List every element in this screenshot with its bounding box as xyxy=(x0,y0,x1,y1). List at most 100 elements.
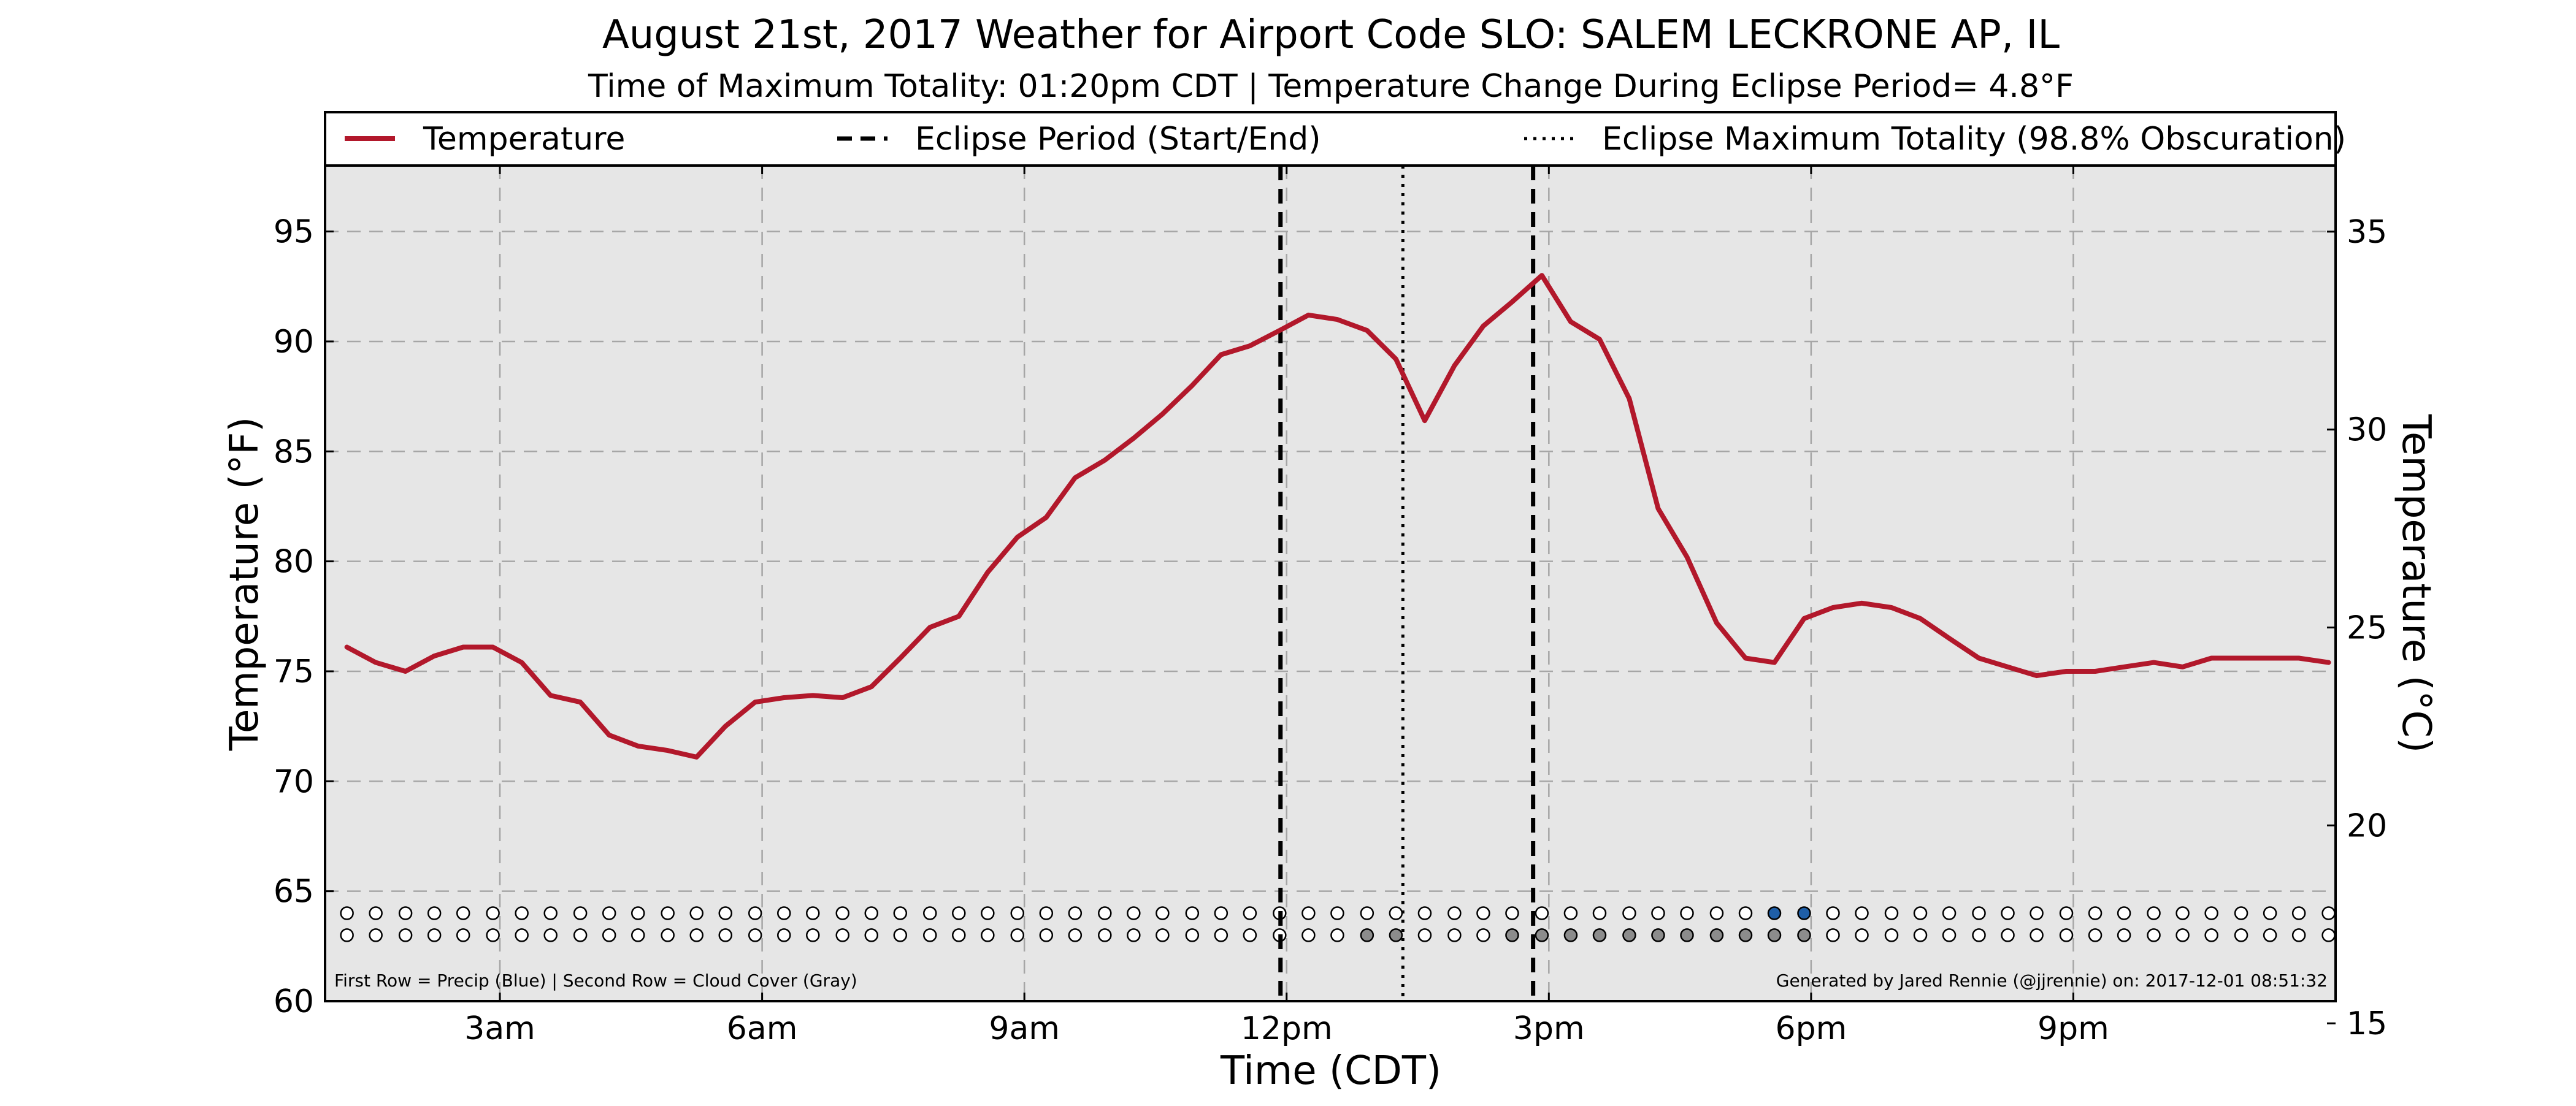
precip-dot xyxy=(340,906,354,920)
precip-dot xyxy=(1680,906,1694,920)
x-axis-label: Time (CDT) xyxy=(1220,1048,1441,1094)
cloud-cover-dot xyxy=(2204,928,2218,942)
precip-dot xyxy=(1098,906,1112,920)
y-tick-label: 95 xyxy=(274,214,314,251)
precip-dot xyxy=(1330,906,1344,920)
precip-dot xyxy=(661,906,675,920)
axis-tick-labels: 3am 6am 9am 12pm 3pm 6pm 9pm 60 65 70 75 80 85 90 95 15… xyxy=(274,214,2387,1047)
precip-dot xyxy=(2234,906,2248,920)
cloud-cover-dot xyxy=(806,928,820,942)
cloud-cover-dot xyxy=(1622,928,1636,942)
precip-dot xyxy=(923,906,937,920)
x-tick-label: 9am xyxy=(989,1010,1060,1047)
cloud-cover-dot xyxy=(2291,928,2306,942)
precip-dot xyxy=(1972,906,1986,920)
y-tick-label: 60 xyxy=(274,983,314,1020)
footer-left-note: First Row = Precip (Blue) | Second Row =… xyxy=(334,971,857,991)
cloud-cover-dot xyxy=(952,928,966,942)
precip-dot xyxy=(602,906,616,920)
precip-dot xyxy=(1389,906,1403,920)
cloud-cover-dot xyxy=(398,928,413,942)
cloud-cover-dot xyxy=(1972,928,1986,942)
cloud-cover-dot xyxy=(1039,928,1054,942)
chart-subtitle: Time of Maximum Totality: 01:20pm CDT | … xyxy=(588,68,2074,105)
x-tick-label: 6am xyxy=(727,1010,798,1047)
precip-dot xyxy=(631,906,645,920)
precip-dot xyxy=(515,906,529,920)
cloud-cover-dot xyxy=(661,928,675,942)
cloud-cover-dot xyxy=(1068,928,1083,942)
observation-dots xyxy=(340,906,2336,942)
precip-dot xyxy=(369,906,383,920)
precip-dot xyxy=(1039,906,1054,920)
legend-label: Eclipse Period (Start/End) xyxy=(915,121,1321,158)
cloud-cover-dot xyxy=(2001,928,2015,942)
cloud-cover-dot xyxy=(573,928,588,942)
y-axis-right-label: Temperature (°C) xyxy=(2393,414,2439,753)
y-right-tick-label: 30 xyxy=(2347,412,2387,449)
cloud-cover-dot xyxy=(1330,928,1344,942)
precip-dot xyxy=(1622,906,1636,920)
precip-dot xyxy=(1563,906,1578,920)
precip-dot xyxy=(806,906,820,920)
cloud-cover-dot xyxy=(456,928,470,942)
cloud-cover-dot xyxy=(631,928,645,942)
temperature-line xyxy=(344,273,2331,760)
precip-dot xyxy=(456,906,470,920)
y-tick-label: 70 xyxy=(274,763,314,800)
cloud-cover-dot xyxy=(1098,928,1112,942)
cloud-cover-dot xyxy=(1185,928,1200,942)
precip-dot xyxy=(1156,906,1170,920)
y-right-tick-label: 35 xyxy=(2347,214,2387,251)
precip-dot xyxy=(1243,906,1257,920)
cloud-cover-dot xyxy=(1767,928,1782,942)
y-tick-label: 85 xyxy=(274,433,314,470)
legend-label: Temperature xyxy=(423,121,625,158)
precip-dot xyxy=(1767,906,1782,920)
cloud-cover-dot xyxy=(981,928,995,942)
cloud-cover-dot xyxy=(893,928,908,942)
cloud-cover-dot xyxy=(1417,928,1432,942)
cloud-cover-dot xyxy=(340,928,354,942)
cloud-cover-dot xyxy=(1651,928,1665,942)
precip-dot xyxy=(835,906,849,920)
precip-dot xyxy=(2088,906,2103,920)
cloud-cover-dot xyxy=(1010,928,1025,942)
cloud-cover-dot xyxy=(2030,928,2044,942)
x-tick-label: 9pm xyxy=(2037,1010,2109,1047)
precip-dot xyxy=(1884,906,1899,920)
cloud-cover-dot xyxy=(1709,928,1724,942)
cloud-cover-dot xyxy=(1447,928,1462,942)
footer-right-credit: Generated by Jared Rennie (@jjrennie) on… xyxy=(1776,971,2328,991)
precip-dot xyxy=(1214,906,1229,920)
y-axis-label: Temperature (°F) xyxy=(222,417,267,752)
cloud-cover-dot xyxy=(1563,928,1578,942)
cloud-cover-dot xyxy=(543,928,558,942)
cloud-cover-dot xyxy=(602,928,616,942)
precip-dot xyxy=(1942,906,1957,920)
cloud-cover-dot xyxy=(718,928,732,942)
x-tick-label: 3pm xyxy=(1513,1010,1585,1047)
cloud-cover-dot xyxy=(1214,928,1229,942)
precip-dot xyxy=(2175,906,2190,920)
precip-dot xyxy=(689,906,703,920)
precip-dot xyxy=(573,906,588,920)
cloud-cover-dot xyxy=(1476,928,1490,942)
precip-dot xyxy=(1476,906,1490,920)
precip-dot xyxy=(427,906,442,920)
cloud-cover-dot xyxy=(2088,928,2103,942)
precip-dot xyxy=(1592,906,1607,920)
axis-ticks xyxy=(325,166,2336,1024)
x-tick-label: 12pm xyxy=(1241,1010,1333,1047)
precip-dot xyxy=(1797,906,1811,920)
precip-dot xyxy=(2001,906,2015,920)
cloud-cover-dot xyxy=(1884,928,1899,942)
cloud-cover-dot xyxy=(835,928,849,942)
precip-dot xyxy=(981,906,995,920)
cloud-cover-dot xyxy=(748,928,762,942)
precip-dot xyxy=(2030,906,2044,920)
precip-dot xyxy=(1505,906,1519,920)
precip-dot xyxy=(1447,906,1462,920)
y-right-tick-label: 20 xyxy=(2347,807,2387,844)
